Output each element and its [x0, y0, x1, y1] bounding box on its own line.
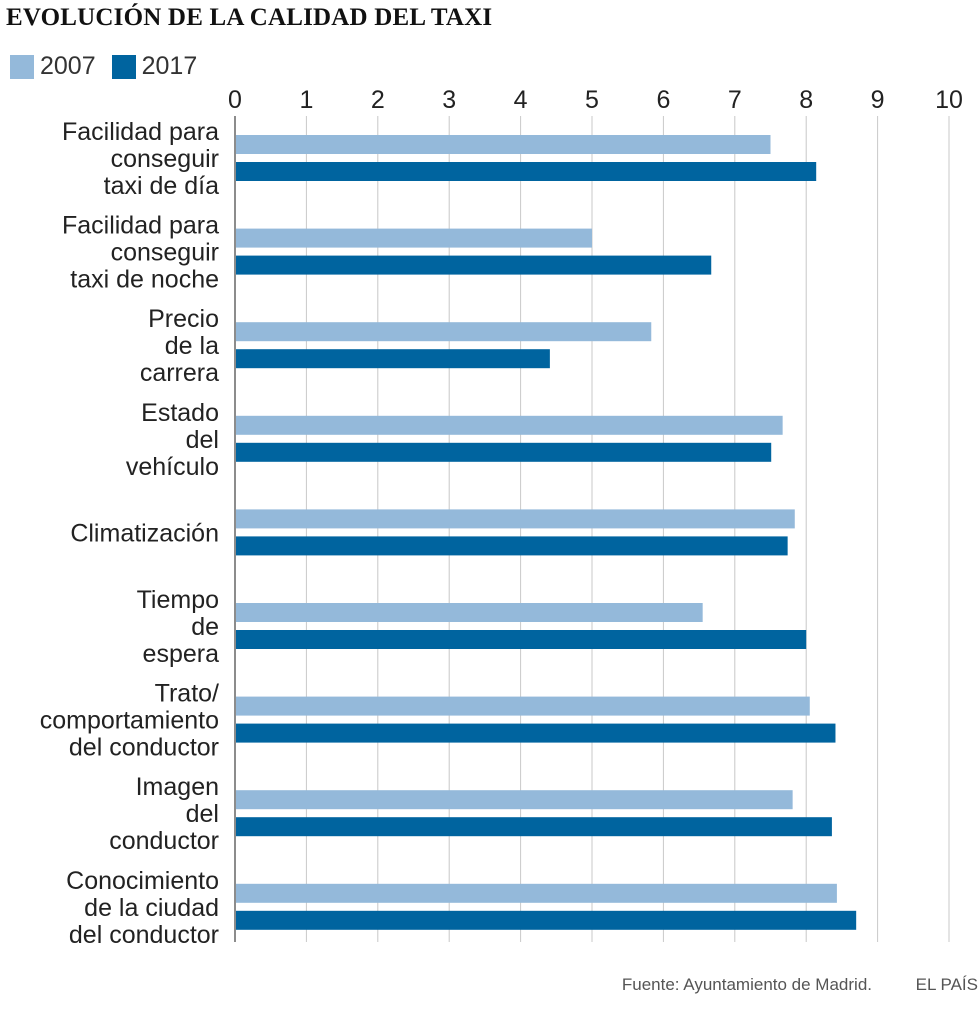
x-tick-label: 7	[728, 86, 742, 114]
category-label: carrera	[140, 359, 219, 387]
category-label: Estado	[141, 399, 219, 427]
chart-title: EVOLUCIÓN DE LA CALIDAD DEL TAXI	[6, 4, 493, 31]
bar-2007	[236, 696, 810, 716]
category-label: conseguir	[111, 145, 219, 173]
bar-2017	[236, 817, 832, 837]
bar-2007	[236, 228, 592, 248]
bar-2017	[236, 910, 857, 930]
category-label: taxi de noche	[70, 266, 219, 294]
legend: 2007 2017	[10, 52, 213, 81]
category-label: Trato/	[155, 680, 219, 708]
category-label: Facilidad para	[62, 212, 219, 240]
category-label: espera	[143, 640, 220, 668]
x-tick-label: 4	[514, 86, 528, 114]
bar-2017	[236, 255, 712, 275]
legend-label-2007: 2007	[40, 52, 96, 80]
bar-2007	[236, 322, 652, 342]
category-label: vehículo	[126, 453, 219, 481]
x-tick-label: 2	[371, 86, 385, 114]
x-tick-label: 10	[935, 86, 963, 114]
bar-2007	[236, 135, 771, 154]
category-label: del conductor	[69, 921, 219, 949]
footer: Fuente: Ayuntamiento de Madrid. EL PAÍS	[0, 975, 980, 999]
x-tick-label: 1	[299, 86, 313, 114]
category-label: del	[186, 800, 219, 828]
bar-2017	[236, 630, 807, 649]
category-label: Facilidad para	[62, 118, 219, 146]
source-note: Fuente: Ayuntamiento de Madrid.	[621, 975, 872, 994]
category-label: Imagen	[136, 773, 219, 801]
category-label: Precio	[148, 305, 219, 333]
bar-2017	[236, 536, 788, 556]
bar-2007	[236, 509, 795, 529]
category-label: conductor	[109, 827, 219, 855]
x-tick-label: 0	[228, 86, 242, 114]
category-label: del	[186, 426, 219, 454]
category-label: Tiempo	[137, 586, 219, 614]
category-label: de la	[165, 332, 219, 360]
x-tick-label: 6	[656, 86, 670, 114]
bar-2017	[236, 349, 550, 369]
x-tick-label: 5	[585, 86, 599, 114]
bar-2007	[236, 603, 703, 622]
bar-2007	[236, 883, 837, 903]
category-label: Conocimiento	[66, 867, 219, 895]
legend-swatch-2007	[10, 54, 34, 79]
x-tick-label: 9	[871, 86, 885, 114]
bar-2017	[236, 442, 772, 462]
bar-2007	[236, 415, 783, 435]
x-tick-label: 8	[799, 86, 813, 114]
legend-label-2017: 2017	[141, 52, 198, 80]
category-label: conseguir	[111, 239, 219, 267]
bar-2007	[236, 790, 793, 810]
legend-item-2017: 2017	[111, 52, 198, 81]
category-label: del conductor	[69, 734, 219, 762]
category-label: comportamiento	[40, 707, 219, 735]
legend-item-2007: 2007	[10, 52, 96, 81]
category-label: Climatización	[70, 519, 219, 547]
category-label: taxi de día	[104, 172, 219, 200]
category-label: de	[191, 613, 219, 641]
legend-swatch-2017	[111, 54, 136, 79]
brand-label: EL PAÍS	[915, 975, 978, 994]
bar-2017	[236, 723, 836, 743]
category-label: de la ciudad	[84, 894, 219, 922]
bar-2017	[236, 162, 817, 181]
x-tick-label: 3	[442, 86, 456, 114]
